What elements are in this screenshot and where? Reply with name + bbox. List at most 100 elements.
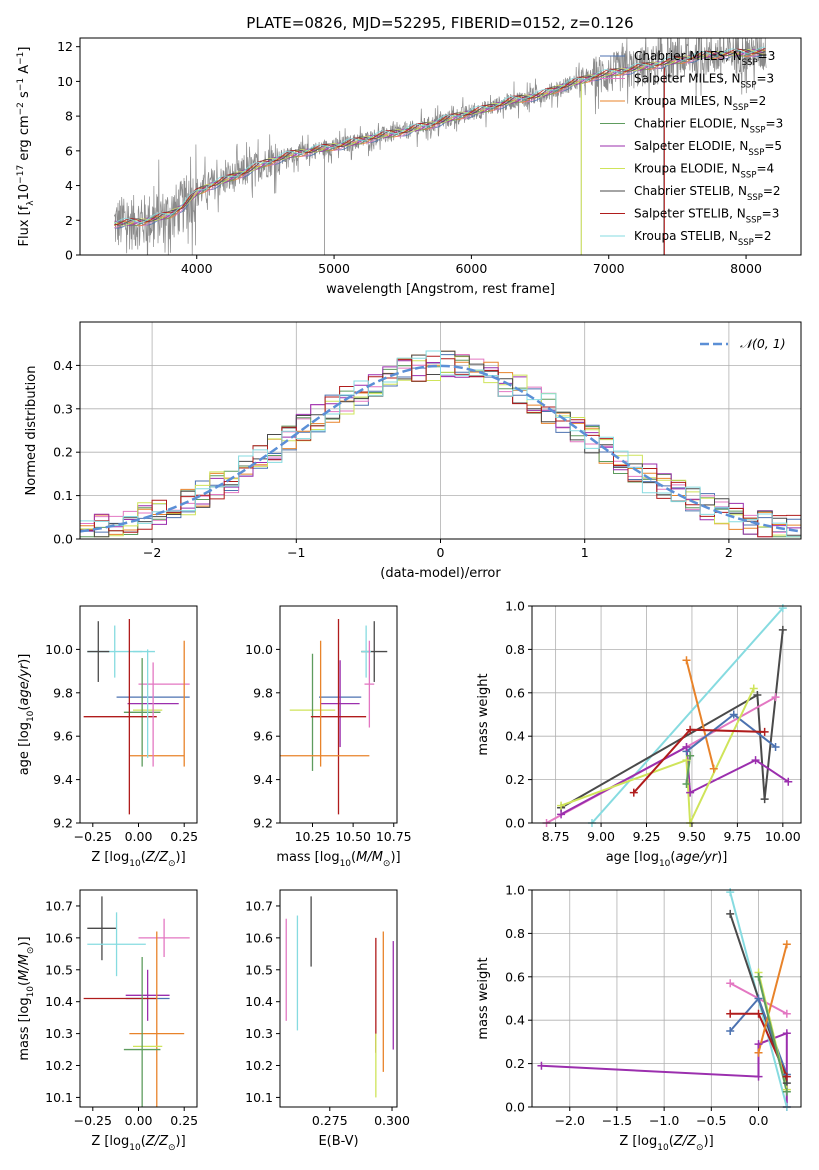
legend-label: Salpeter STELIB, NSSP=3: [634, 207, 779, 226]
x-tick-label: 6000: [455, 261, 487, 276]
weight-marker: [726, 979, 735, 988]
y-tick-label: 10.7: [45, 898, 73, 913]
weight-marker: [726, 1027, 735, 1036]
y-tick-label: 6: [65, 143, 73, 158]
legend-label: Chabrier ELODIE, NSSP=3: [634, 117, 783, 136]
y-tick-label: 9.4: [253, 772, 273, 787]
weight-marker: [782, 1087, 791, 1096]
weight-marker: [754, 972, 763, 981]
y-tick-label: 0.2: [505, 1056, 525, 1071]
weight-marker: [726, 888, 735, 897]
model-spectrum: [114, 47, 766, 226]
weight-marker: [782, 1072, 791, 1081]
x-tick-label: 0.00: [125, 1113, 153, 1128]
legend-label: 𝒩(0, 1): [740, 336, 786, 351]
x-axis-label: Z [log10(Z/Z⊙)]: [91, 1134, 185, 1153]
y-axis-label: mass weight: [476, 957, 491, 1039]
y-tick-label: 0.4: [53, 358, 73, 373]
weight-marker: [771, 693, 780, 702]
y-axis-label: Flux [fλ10−17 erg cm−2 s−1 A−1]: [16, 47, 36, 247]
weight-marker: [629, 788, 638, 797]
y-tick-label: 10.6: [245, 930, 273, 945]
y-tick-label: 0.8: [505, 926, 525, 941]
x-axis-label: mass [log10(M/M⊙)]: [276, 850, 400, 869]
x-tick-label: −2.0: [555, 1113, 585, 1128]
y-tick-label: 9.8: [53, 685, 73, 700]
weight-marker: [682, 743, 691, 752]
weight-line: [757, 944, 788, 1054]
y-tick-label: 9.6: [253, 729, 273, 744]
axes-frame: [79, 37, 802, 256]
x-tick-label: 8.75: [542, 829, 570, 844]
residual-histogram: [80, 350, 801, 538]
x-tick-label: 0: [437, 545, 445, 560]
y-tick-label: 1.0: [505, 599, 525, 614]
x-tick-label: −1: [287, 545, 305, 560]
weight-marker: [751, 756, 760, 765]
weight-marker: [749, 684, 758, 693]
x-tick-label: −0.5: [696, 1113, 726, 1128]
x-tick-label: −1.5: [602, 1113, 632, 1128]
y-tick-label: 10.6: [45, 930, 73, 945]
x-tick-label: 0.300: [374, 1113, 410, 1128]
y-tick-label: 2: [65, 213, 73, 228]
y-tick-label: 10: [57, 74, 73, 89]
residuals-panel: −2 −1 0 1 2 0.0 0.1 0.2 0.3 0.4 𝒩(0, 1) (data-model…: [24, 321, 802, 581]
x-tick-label: 0.25: [170, 1113, 198, 1128]
y-tick-label: 0.8: [505, 642, 525, 657]
y-tick-label: 0.0: [53, 532, 73, 547]
model-spectrum: [114, 46, 766, 224]
x-tick-label: 0.275: [312, 1113, 348, 1128]
y-tick-label: 9.4: [53, 772, 73, 787]
x-tick-label: 4000: [181, 261, 213, 276]
y-tick-label: 0.6: [505, 685, 525, 700]
weight_vs_Z-panel: −2.0 −1.5 −1.0 −0.5 0.0 0.0 0.2 0.4 0.6 0.8 1.0 Z […: [476, 883, 802, 1153]
normal-curve: [80, 364, 801, 533]
weight-marker: [753, 690, 762, 699]
x-tick-label: 9.75: [723, 829, 751, 844]
y-tick-label: 10.3: [245, 1026, 273, 1041]
weight-marker: [754, 1072, 763, 1081]
legend-label: Kroupa ELODIE, NSSP=4: [634, 162, 774, 181]
weight-marker: [726, 909, 735, 918]
spectrum-legend: Chabrier MILES, NSSP=3 Salpeter MILES, NS…: [600, 49, 783, 248]
x-axis-label: (data-model)/error: [380, 566, 501, 581]
axes-frame: [279, 889, 398, 1108]
y-tick-label: 0.6: [505, 969, 525, 984]
weight-marker: [784, 777, 793, 786]
x-axis-label: wavelength [Angstrom, rest frame]: [326, 282, 555, 297]
age_vs_Z-panel: −0.25 0.00 0.25 9.2 9.4 9.6 9.8 10.0 Z [log10(Z/…: [17, 605, 198, 869]
weight-marker: [771, 743, 780, 752]
legend-label: Chabrier MILES, NSSP=3: [634, 49, 775, 68]
y-tick-label: 0: [65, 248, 73, 263]
y-tick-label: 9.2: [53, 816, 73, 831]
weight-line: [560, 629, 784, 809]
axes-frame: [531, 889, 802, 1108]
y-axis-label: age [log10(age/yr)]: [17, 654, 36, 776]
weight-marker: [754, 1048, 763, 1057]
legend-label: Kroupa MILES, NSSP=2: [634, 94, 766, 113]
y-tick-label: 10.2: [245, 1058, 273, 1073]
x-tick-label: 9.50: [678, 829, 706, 844]
weight-marker: [782, 1029, 791, 1038]
x-tick-label: 10.00: [765, 829, 801, 844]
y-tick-label: 0.3: [53, 401, 73, 416]
y-tick-label: 0.1: [53, 488, 73, 503]
y-tick-label: 0.2: [505, 772, 525, 787]
x-axis-label: Z [log10(Z/Z⊙)]: [619, 1134, 713, 1153]
weight-line: [685, 660, 715, 770]
weight-marker: [782, 1009, 791, 1018]
y-tick-label: 10.1: [45, 1090, 73, 1105]
weight-marker: [729, 710, 738, 719]
y-tick-label: 0.4: [505, 729, 525, 744]
weight-marker: [686, 725, 695, 734]
weight-line: [757, 976, 788, 1093]
x-tick-label: 5000: [318, 261, 350, 276]
mass_vs_ebv-panel: 0.275 0.300 10.1 10.2 10.3 10.4 10.5 10.6 10.7 E(…: [245, 889, 410, 1149]
y-tick-label: 4: [65, 178, 73, 193]
weight-marker: [754, 1009, 763, 1018]
y-tick-label: 10.5: [45, 962, 73, 977]
x-tick-label: 0.00: [125, 829, 153, 844]
y-tick-label: 10.5: [245, 962, 273, 977]
y-tick-label: 10.0: [245, 642, 273, 657]
